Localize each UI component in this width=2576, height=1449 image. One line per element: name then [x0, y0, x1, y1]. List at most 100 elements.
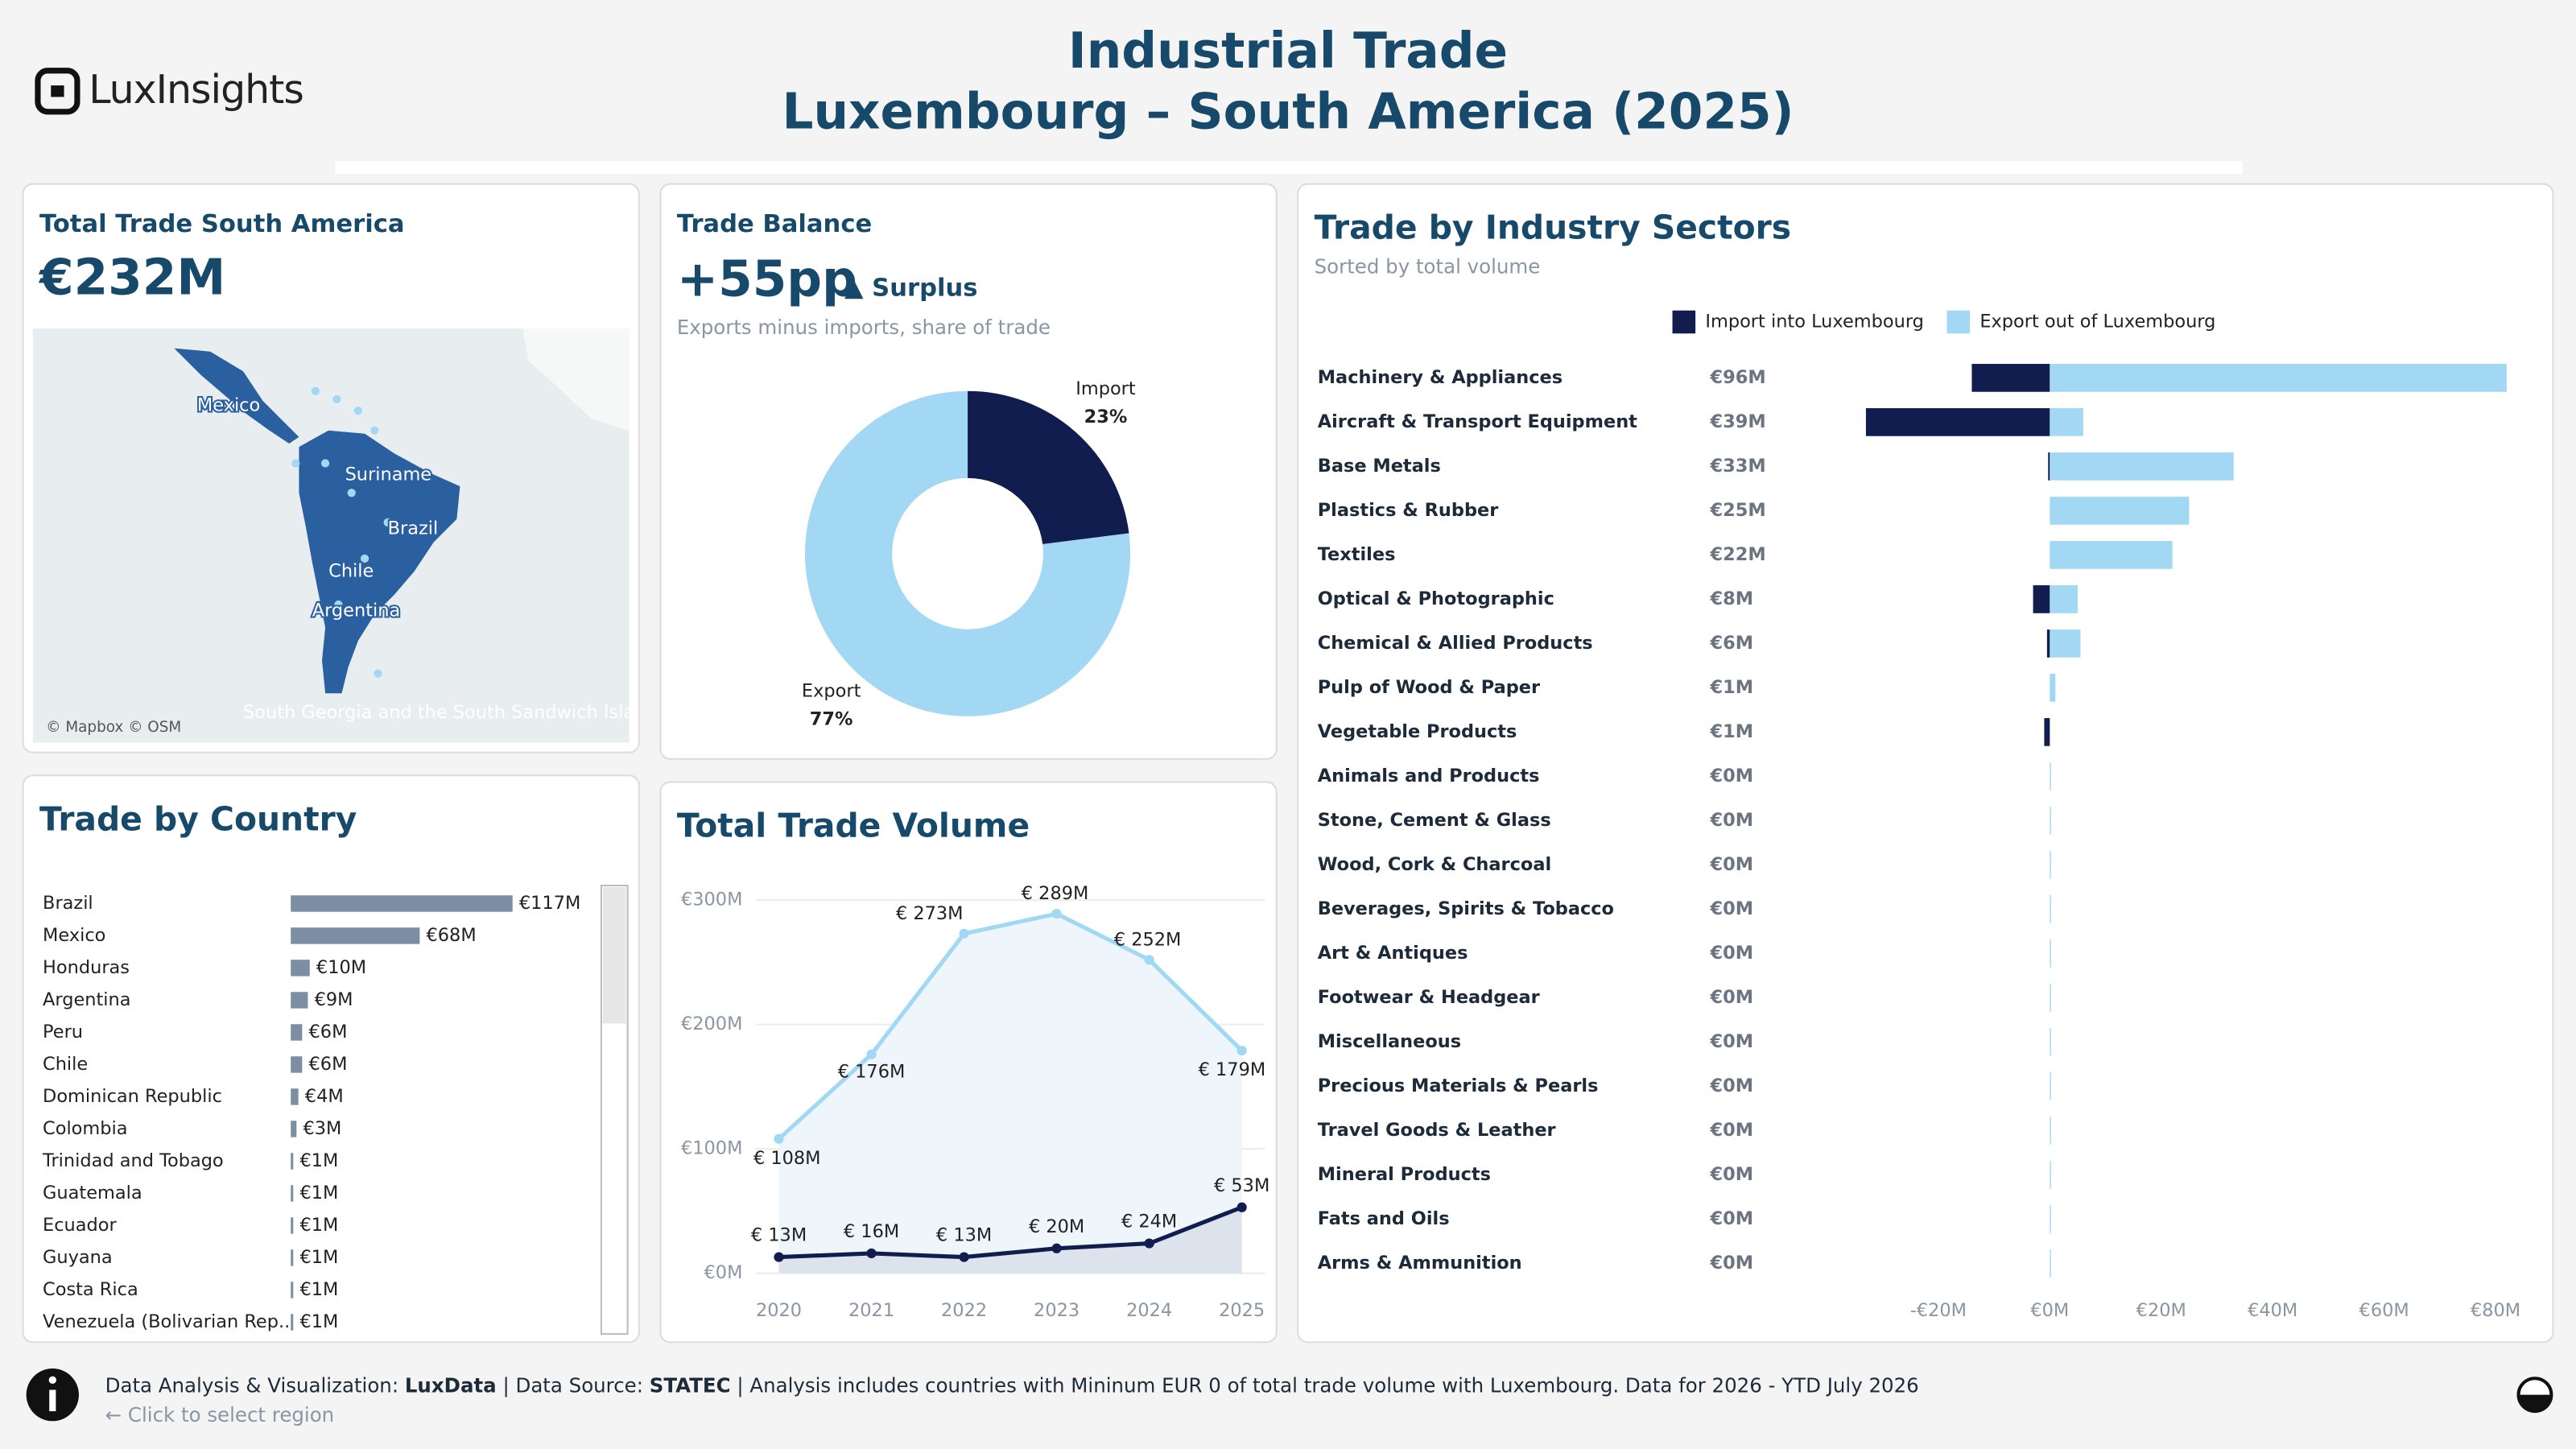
subtitle: Luxembourg – South America (2025) [782, 83, 1794, 140]
bar [291, 1024, 303, 1041]
chart-title: Trade by Country [39, 799, 357, 838]
scrollbar-thumb[interactable] [602, 887, 626, 1024]
legend-label: Export out of Luxembourg [1979, 312, 2215, 332]
category-label: Mineral Products [1318, 1164, 1491, 1185]
total-label: €0M [1709, 1208, 1753, 1229]
bar [2033, 585, 2050, 613]
value-label: €9M [315, 989, 353, 1010]
map-land [522, 328, 630, 431]
donut-chart: Import 23% Export 77% [802, 378, 1136, 729]
x-tick-label: 2024 [1126, 1300, 1172, 1321]
slice-value: 77% [810, 708, 853, 729]
info-button[interactable] [26, 1368, 79, 1422]
value-label: €1M [299, 1215, 338, 1236]
category-label: Machinery & Appliances [1318, 367, 1563, 388]
total-label: €0M [1709, 1164, 1753, 1185]
y-tick-label: €200M [681, 1013, 742, 1034]
footer-note: | Analysis includes countries with Minin… [731, 1373, 1919, 1397]
bar [291, 1153, 294, 1170]
category-label: Dominican Republic [43, 1086, 222, 1107]
point [774, 1252, 784, 1262]
slice-value: 23% [1084, 407, 1128, 427]
category-label: Stone, Cement & Glass [1318, 810, 1551, 831]
kpi-value: €232M [38, 250, 225, 307]
total-label: €1M [1709, 677, 1753, 698]
total-label: €0M [1709, 854, 1753, 875]
sector-bar-chart: Import into Luxembourg Export out of Luxe… [1318, 310, 2520, 1321]
category-label: Peru [43, 1022, 83, 1042]
bar [291, 1088, 299, 1105]
category-label: Honduras [43, 957, 130, 978]
x-tick-label: 2023 [1034, 1300, 1080, 1321]
total-label: €0M [1709, 943, 1753, 964]
map-label: Brazil [388, 518, 439, 539]
area [778, 914, 1242, 1274]
category-label: Guyana [43, 1247, 113, 1268]
line-chart: €0M €100M €200M €300M 2020 2021 2022 2023 2024 20… [681, 883, 1269, 1321]
total-label: €0M [1709, 810, 1753, 831]
category-label: Ecuador [43, 1215, 117, 1236]
map-region[interactable] [299, 430, 460, 694]
category-label: Colombia [43, 1118, 127, 1139]
point [1144, 955, 1154, 965]
line [777, 911, 1244, 1141]
value-label: € 252M [1114, 929, 1182, 950]
area [778, 1207, 1242, 1274]
title: Industrial Trade [1068, 23, 1508, 80]
category-label: Precious Materials & Pearls [1318, 1075, 1599, 1096]
theme-toggle[interactable] [2516, 1377, 2553, 1414]
category-label: Mexico [43, 925, 105, 946]
x-tick-label: -€20M [1910, 1300, 1967, 1321]
donut-slice [968, 390, 1129, 544]
value-label: € 176M [838, 1062, 906, 1083]
kpi-status: ▲ Surplus [844, 275, 978, 303]
value-label: € 24M [1121, 1212, 1177, 1232]
footer-source: STATEC [650, 1373, 731, 1397]
value-label: €68M [427, 925, 477, 946]
total-label: €0M [1709, 1075, 1753, 1096]
bar [291, 1121, 297, 1137]
total-label: €33M [1709, 456, 1765, 477]
donut-slice [805, 390, 1131, 716]
slice-label: Export [802, 681, 861, 702]
value-label: € 53M [1214, 1175, 1269, 1196]
bar [2050, 452, 2234, 481]
category-label: Plastics & Rubber [1318, 500, 1499, 521]
value-label: € 13M [936, 1225, 992, 1246]
bar [2050, 364, 2507, 392]
value-label: € 289M [1022, 883, 1089, 904]
map-label: Suriname [345, 464, 432, 485]
category-label: Optical & Photographic [1318, 588, 1554, 609]
point [959, 928, 969, 939]
bar [291, 1217, 294, 1234]
footer-credit-label: Data Analysis & Visualization: [105, 1373, 405, 1397]
bar [291, 960, 310, 976]
x-tick-label: €80M [2471, 1300, 2520, 1321]
category-label: Arms & Ammunition [1318, 1253, 1522, 1274]
total-label: €0M [1709, 766, 1753, 786]
category-label: Textiles [1318, 544, 1396, 565]
bar [291, 895, 513, 912]
total-label: €22M [1709, 544, 1765, 565]
total-label: €96M [1709, 367, 1765, 388]
map[interactable]: Mexico Suriname Brazil Chile Argentina S… [32, 328, 634, 743]
info-icon-bar [49, 1389, 56, 1412]
chart-subtitle: Sorted by total volume [1315, 255, 1541, 279]
chart-title: Total Trade Volume [677, 807, 1030, 845]
point [1051, 1243, 1062, 1253]
bar [291, 927, 420, 944]
card [1297, 183, 2554, 1344]
total-label: €8M [1709, 588, 1753, 609]
point [959, 1252, 969, 1262]
value-label: €1M [299, 1279, 338, 1300]
map-region[interactable] [174, 348, 299, 444]
total-label: €0M [1709, 1253, 1753, 1274]
footer-hint[interactable]: ← Click to select region [105, 1403, 335, 1426]
value-label: € 13M [751, 1225, 807, 1246]
value-label: € 16M [844, 1221, 899, 1242]
legend-swatch [1946, 310, 1971, 334]
value-label: €6M [309, 1054, 348, 1075]
total-label: €25M [1709, 500, 1765, 521]
